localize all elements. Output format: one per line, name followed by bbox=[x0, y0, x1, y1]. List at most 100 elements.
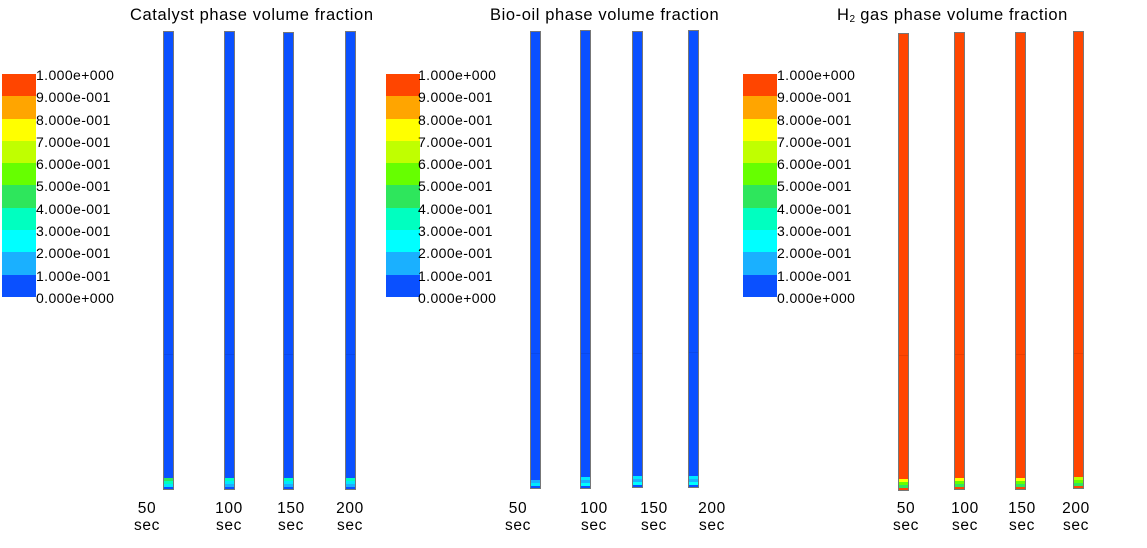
tube-body bbox=[899, 34, 908, 490]
tube-150-sec bbox=[283, 32, 294, 490]
legend-swatch bbox=[743, 207, 777, 231]
legend-label: 2.000e-001 bbox=[36, 245, 111, 262]
legend-swatch bbox=[743, 74, 777, 97]
tube-bottom-band bbox=[633, 479, 642, 482]
time-label: 100 sec bbox=[580, 500, 608, 534]
tube-bottom-band bbox=[164, 478, 173, 481]
tube-bottom-band bbox=[1074, 483, 1083, 486]
legend-label: 5.000e-001 bbox=[777, 178, 852, 195]
time-label: 50 sec bbox=[134, 500, 160, 534]
legend-label: 8.000e-001 bbox=[418, 111, 493, 128]
tube-seam bbox=[955, 354, 964, 355]
legend-swatch bbox=[2, 118, 36, 141]
legend-label: 1.000e+000 bbox=[36, 67, 115, 83]
legend-swatch bbox=[743, 185, 777, 208]
legend-swatch bbox=[2, 96, 36, 119]
tube-bottom-band bbox=[633, 482, 642, 485]
tube-150-sec bbox=[1015, 32, 1026, 490]
tube-50-sec bbox=[163, 31, 174, 490]
tube-100-sec bbox=[224, 31, 235, 490]
tube-seam bbox=[164, 354, 173, 355]
legend-label: 2.000e-001 bbox=[418, 245, 493, 262]
tube-bottom-band bbox=[689, 476, 698, 479]
legend-label: 1.000e-001 bbox=[36, 267, 111, 284]
tube-bottom-band bbox=[531, 483, 540, 486]
time-label: 150 sec bbox=[277, 500, 305, 534]
legend-swatch bbox=[743, 118, 777, 141]
tube-bottom-band bbox=[346, 478, 355, 481]
legend-label: 1.000e-001 bbox=[418, 267, 493, 284]
time-label: 100 sec bbox=[215, 500, 243, 534]
legend-label: 7.000e-001 bbox=[777, 133, 852, 150]
legend-label: 3.000e-001 bbox=[777, 223, 852, 240]
legend-swatch bbox=[2, 207, 36, 231]
tube-bottom-band bbox=[955, 484, 964, 487]
tube-seam bbox=[689, 352, 698, 353]
legend-swatch bbox=[2, 230, 36, 253]
legend-label: 3.000e-001 bbox=[418, 223, 493, 240]
tube-bottom-band bbox=[581, 483, 590, 486]
tube-bottom-band bbox=[164, 481, 173, 484]
tube-200-sec bbox=[1073, 31, 1084, 489]
tube-bottom-band bbox=[899, 479, 908, 482]
tube-bottom-band bbox=[689, 482, 698, 485]
legend-swatch bbox=[386, 207, 420, 231]
legend-swatch bbox=[386, 163, 420, 186]
legend-label: 0.000e+000 bbox=[36, 289, 115, 306]
tube-bottom-band bbox=[225, 478, 234, 481]
legend-swatch bbox=[2, 163, 36, 186]
panel-h2-gas: H2 gas phase volume fraction 1.000e+000 9… bbox=[740, 0, 1147, 548]
tube-seam bbox=[633, 353, 642, 354]
legend-swatch bbox=[743, 96, 777, 119]
legend-label: 1.000e+000 bbox=[777, 67, 856, 83]
time-label: 200 sec bbox=[336, 500, 364, 534]
legend-label: 6.000e-001 bbox=[418, 156, 493, 173]
tube-100-sec bbox=[580, 30, 591, 489]
panel-title-bio-oil: Bio-oil phase volume fraction bbox=[490, 6, 720, 24]
legend-label: 2.000e-001 bbox=[777, 245, 852, 262]
panel-bio-oil: Bio-oil phase volume fraction 1.000e+000… bbox=[380, 0, 780, 548]
tube-body bbox=[1016, 33, 1025, 489]
tube-bottom-band bbox=[1074, 477, 1083, 480]
legend-swatch bbox=[386, 118, 420, 141]
legend-label: 6.000e-001 bbox=[36, 156, 111, 173]
legend-swatch bbox=[743, 140, 777, 164]
legend-swatch bbox=[743, 230, 777, 253]
tube-bottom-band bbox=[1074, 480, 1083, 483]
tube-seam bbox=[225, 354, 234, 355]
tube-bottom-band bbox=[689, 479, 698, 482]
tube-body bbox=[531, 32, 540, 488]
legend-label: 9.000e-001 bbox=[418, 89, 493, 106]
legend-swatch bbox=[386, 230, 420, 253]
tube-seam bbox=[899, 355, 908, 356]
legend-swatch bbox=[386, 185, 420, 208]
color-legend bbox=[386, 74, 420, 297]
tube-seam bbox=[1074, 353, 1083, 354]
panel-title-h2-gas: H2 gas phase volume fraction bbox=[837, 6, 1068, 25]
legend-labels: 1.000e+000 9.000e-001 8.000e-001 7.000e-001… bbox=[418, 66, 496, 311]
time-label: 200 sec bbox=[1062, 500, 1090, 534]
legend-swatch bbox=[386, 140, 420, 164]
legend-swatch bbox=[386, 96, 420, 119]
tube-body bbox=[346, 32, 355, 489]
tube-bottom-band bbox=[346, 481, 355, 484]
time-label: 200 sec bbox=[698, 500, 726, 534]
legend-swatch bbox=[2, 274, 36, 297]
tube-bottom-band bbox=[1016, 484, 1025, 487]
tube-seam bbox=[346, 354, 355, 355]
legend-label: 0.000e+000 bbox=[418, 289, 497, 306]
tube-bottom-band bbox=[346, 484, 355, 487]
tube-seam bbox=[284, 354, 293, 355]
legend-swatch bbox=[2, 140, 36, 164]
legend-label: 7.000e-001 bbox=[36, 133, 111, 150]
color-legend bbox=[2, 74, 36, 297]
tube-body bbox=[955, 33, 964, 489]
time-label: 150 sec bbox=[1008, 500, 1036, 534]
legend-swatch bbox=[2, 185, 36, 208]
legend-swatch bbox=[743, 163, 777, 186]
tube-200-sec bbox=[688, 30, 699, 488]
legend-swatch bbox=[743, 252, 777, 275]
tube-body bbox=[164, 32, 173, 489]
tube-bottom-band bbox=[955, 478, 964, 481]
tube-bottom-band bbox=[955, 481, 964, 484]
